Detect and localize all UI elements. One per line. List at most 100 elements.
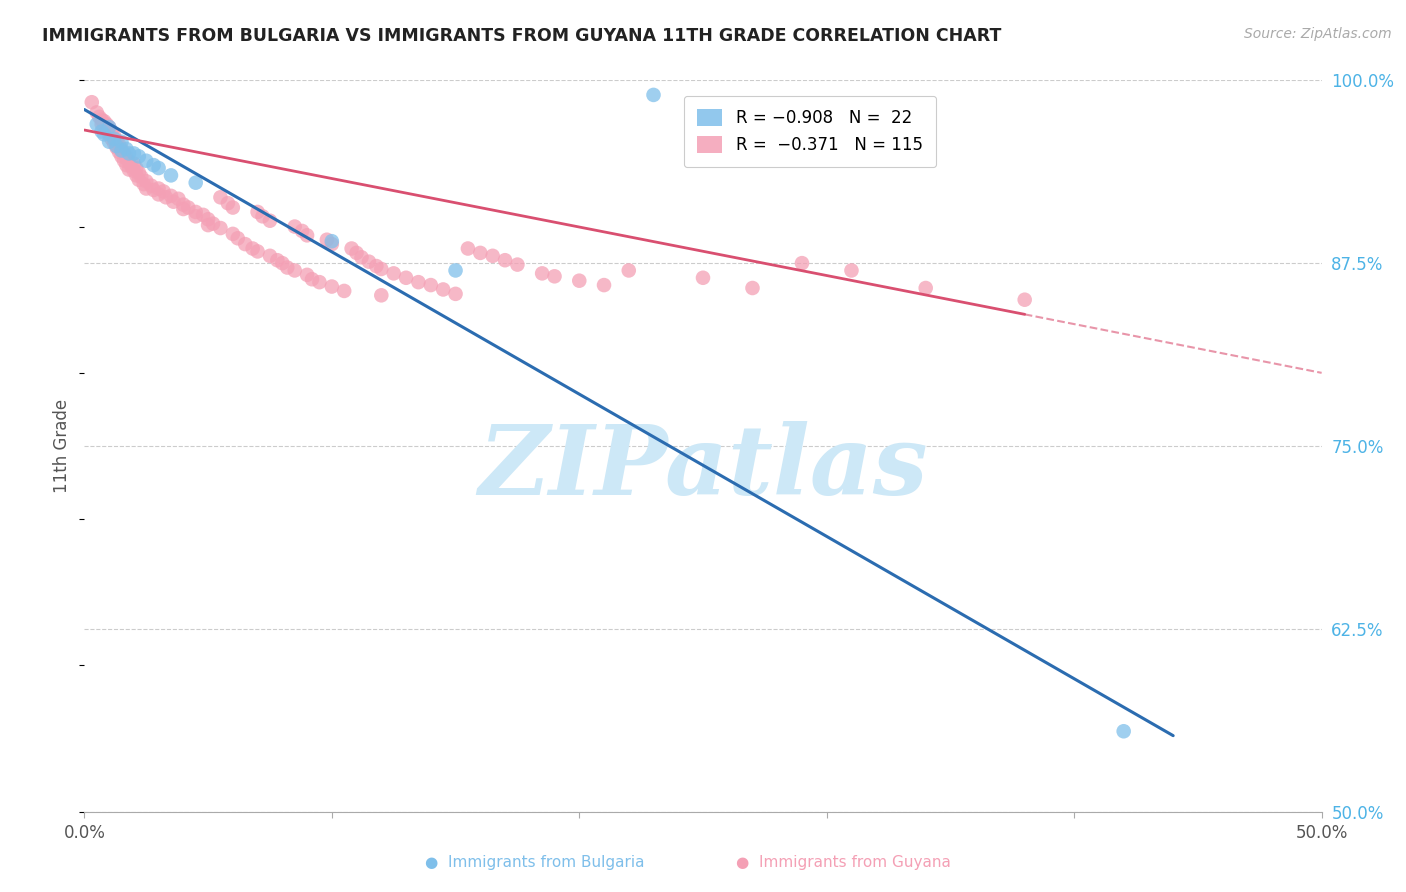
Point [98, 128, 121, 142]
Point [142, 158, 165, 172]
Point [141, 178, 163, 193]
Point [122, 146, 145, 161]
Point [350, 250, 373, 264]
Point [93, 120, 115, 134]
Point [148, 181, 170, 195]
Point [481, 249, 503, 263]
Point [105, 133, 128, 147]
Point [80, 95, 103, 110]
Point [160, 189, 183, 203]
Point [692, 270, 714, 285]
Point [148, 161, 170, 175]
Point [841, 263, 863, 277]
Point [543, 269, 565, 284]
Point [125, 169, 148, 183]
Point [357, 254, 380, 268]
Point [160, 169, 183, 183]
Point [103, 136, 125, 151]
Point [531, 266, 554, 280]
Point [155, 190, 177, 204]
Point [105, 140, 128, 154]
Point [110, 142, 132, 156]
Point [370, 288, 392, 302]
Point [110, 144, 132, 158]
Point [741, 281, 763, 295]
Text: ●  Immigrants from Bulgaria: ● Immigrants from Bulgaria [425, 855, 644, 870]
Point [122, 156, 145, 170]
Point [408, 275, 430, 289]
Point [90, 124, 112, 138]
Point [110, 149, 132, 163]
Point [259, 249, 281, 263]
Point [96, 123, 118, 137]
Point [209, 221, 232, 235]
Point [152, 185, 174, 199]
Point [790, 256, 813, 270]
Point [125, 161, 148, 175]
Point [233, 237, 256, 252]
Point [308, 275, 330, 289]
Text: IMMIGRANTS FROM BULGARIA VS IMMIGRANTS FROM GUYANA 11TH GRADE CORRELATION CHART: IMMIGRANTS FROM BULGARIA VS IMMIGRANTS F… [42, 27, 1001, 45]
Point [90, 112, 112, 127]
Point [444, 286, 467, 301]
Point [128, 165, 150, 179]
Point [246, 244, 269, 259]
Point [419, 278, 441, 293]
Point [432, 283, 454, 297]
Point [93, 128, 115, 142]
Point [132, 177, 155, 191]
Point [284, 219, 307, 234]
Point [120, 160, 142, 174]
Point [1112, 724, 1135, 739]
Point [246, 205, 269, 219]
Point [142, 183, 165, 197]
Point [93, 114, 115, 128]
Point [115, 142, 138, 156]
Point [333, 284, 356, 298]
Point [222, 201, 245, 215]
Text: Source: ZipAtlas.com: Source: ZipAtlas.com [1244, 27, 1392, 41]
Point [370, 262, 392, 277]
Point [209, 190, 232, 204]
Point [96, 117, 118, 131]
Point [86, 117, 108, 131]
Point [129, 169, 152, 184]
Point [202, 217, 225, 231]
Point [914, 281, 936, 295]
Point [276, 260, 298, 275]
Point [128, 173, 150, 187]
Point [148, 187, 170, 202]
Point [259, 213, 281, 227]
Point [118, 146, 141, 161]
Point [162, 194, 184, 209]
Point [271, 256, 294, 270]
Point [346, 246, 368, 260]
Point [100, 124, 122, 138]
Point [593, 278, 616, 293]
Point [184, 176, 207, 190]
Point [301, 272, 323, 286]
Point [191, 208, 214, 222]
Point [108, 137, 131, 152]
Text: ●  Immigrants from Guyana: ● Immigrants from Guyana [737, 855, 950, 870]
Legend: R = −0.908   N =  22, R =  −0.371   N = 115: R = −0.908 N = 22, R = −0.371 N = 115 [683, 96, 936, 168]
Point [295, 228, 318, 243]
Point [291, 224, 314, 238]
Point [266, 253, 288, 268]
Point [226, 231, 249, 245]
Point [284, 263, 307, 277]
Point [321, 279, 343, 293]
Point [167, 192, 190, 206]
Point [115, 158, 138, 172]
Y-axis label: 11th Grade: 11th Grade [53, 399, 72, 493]
Point [177, 201, 200, 215]
Point [103, 128, 125, 143]
Point [172, 197, 194, 211]
Point [184, 205, 207, 219]
Point [643, 87, 665, 102]
Point [89, 110, 111, 124]
Point [100, 132, 122, 146]
Point [184, 210, 207, 224]
Point [295, 268, 318, 282]
Point [105, 139, 128, 153]
